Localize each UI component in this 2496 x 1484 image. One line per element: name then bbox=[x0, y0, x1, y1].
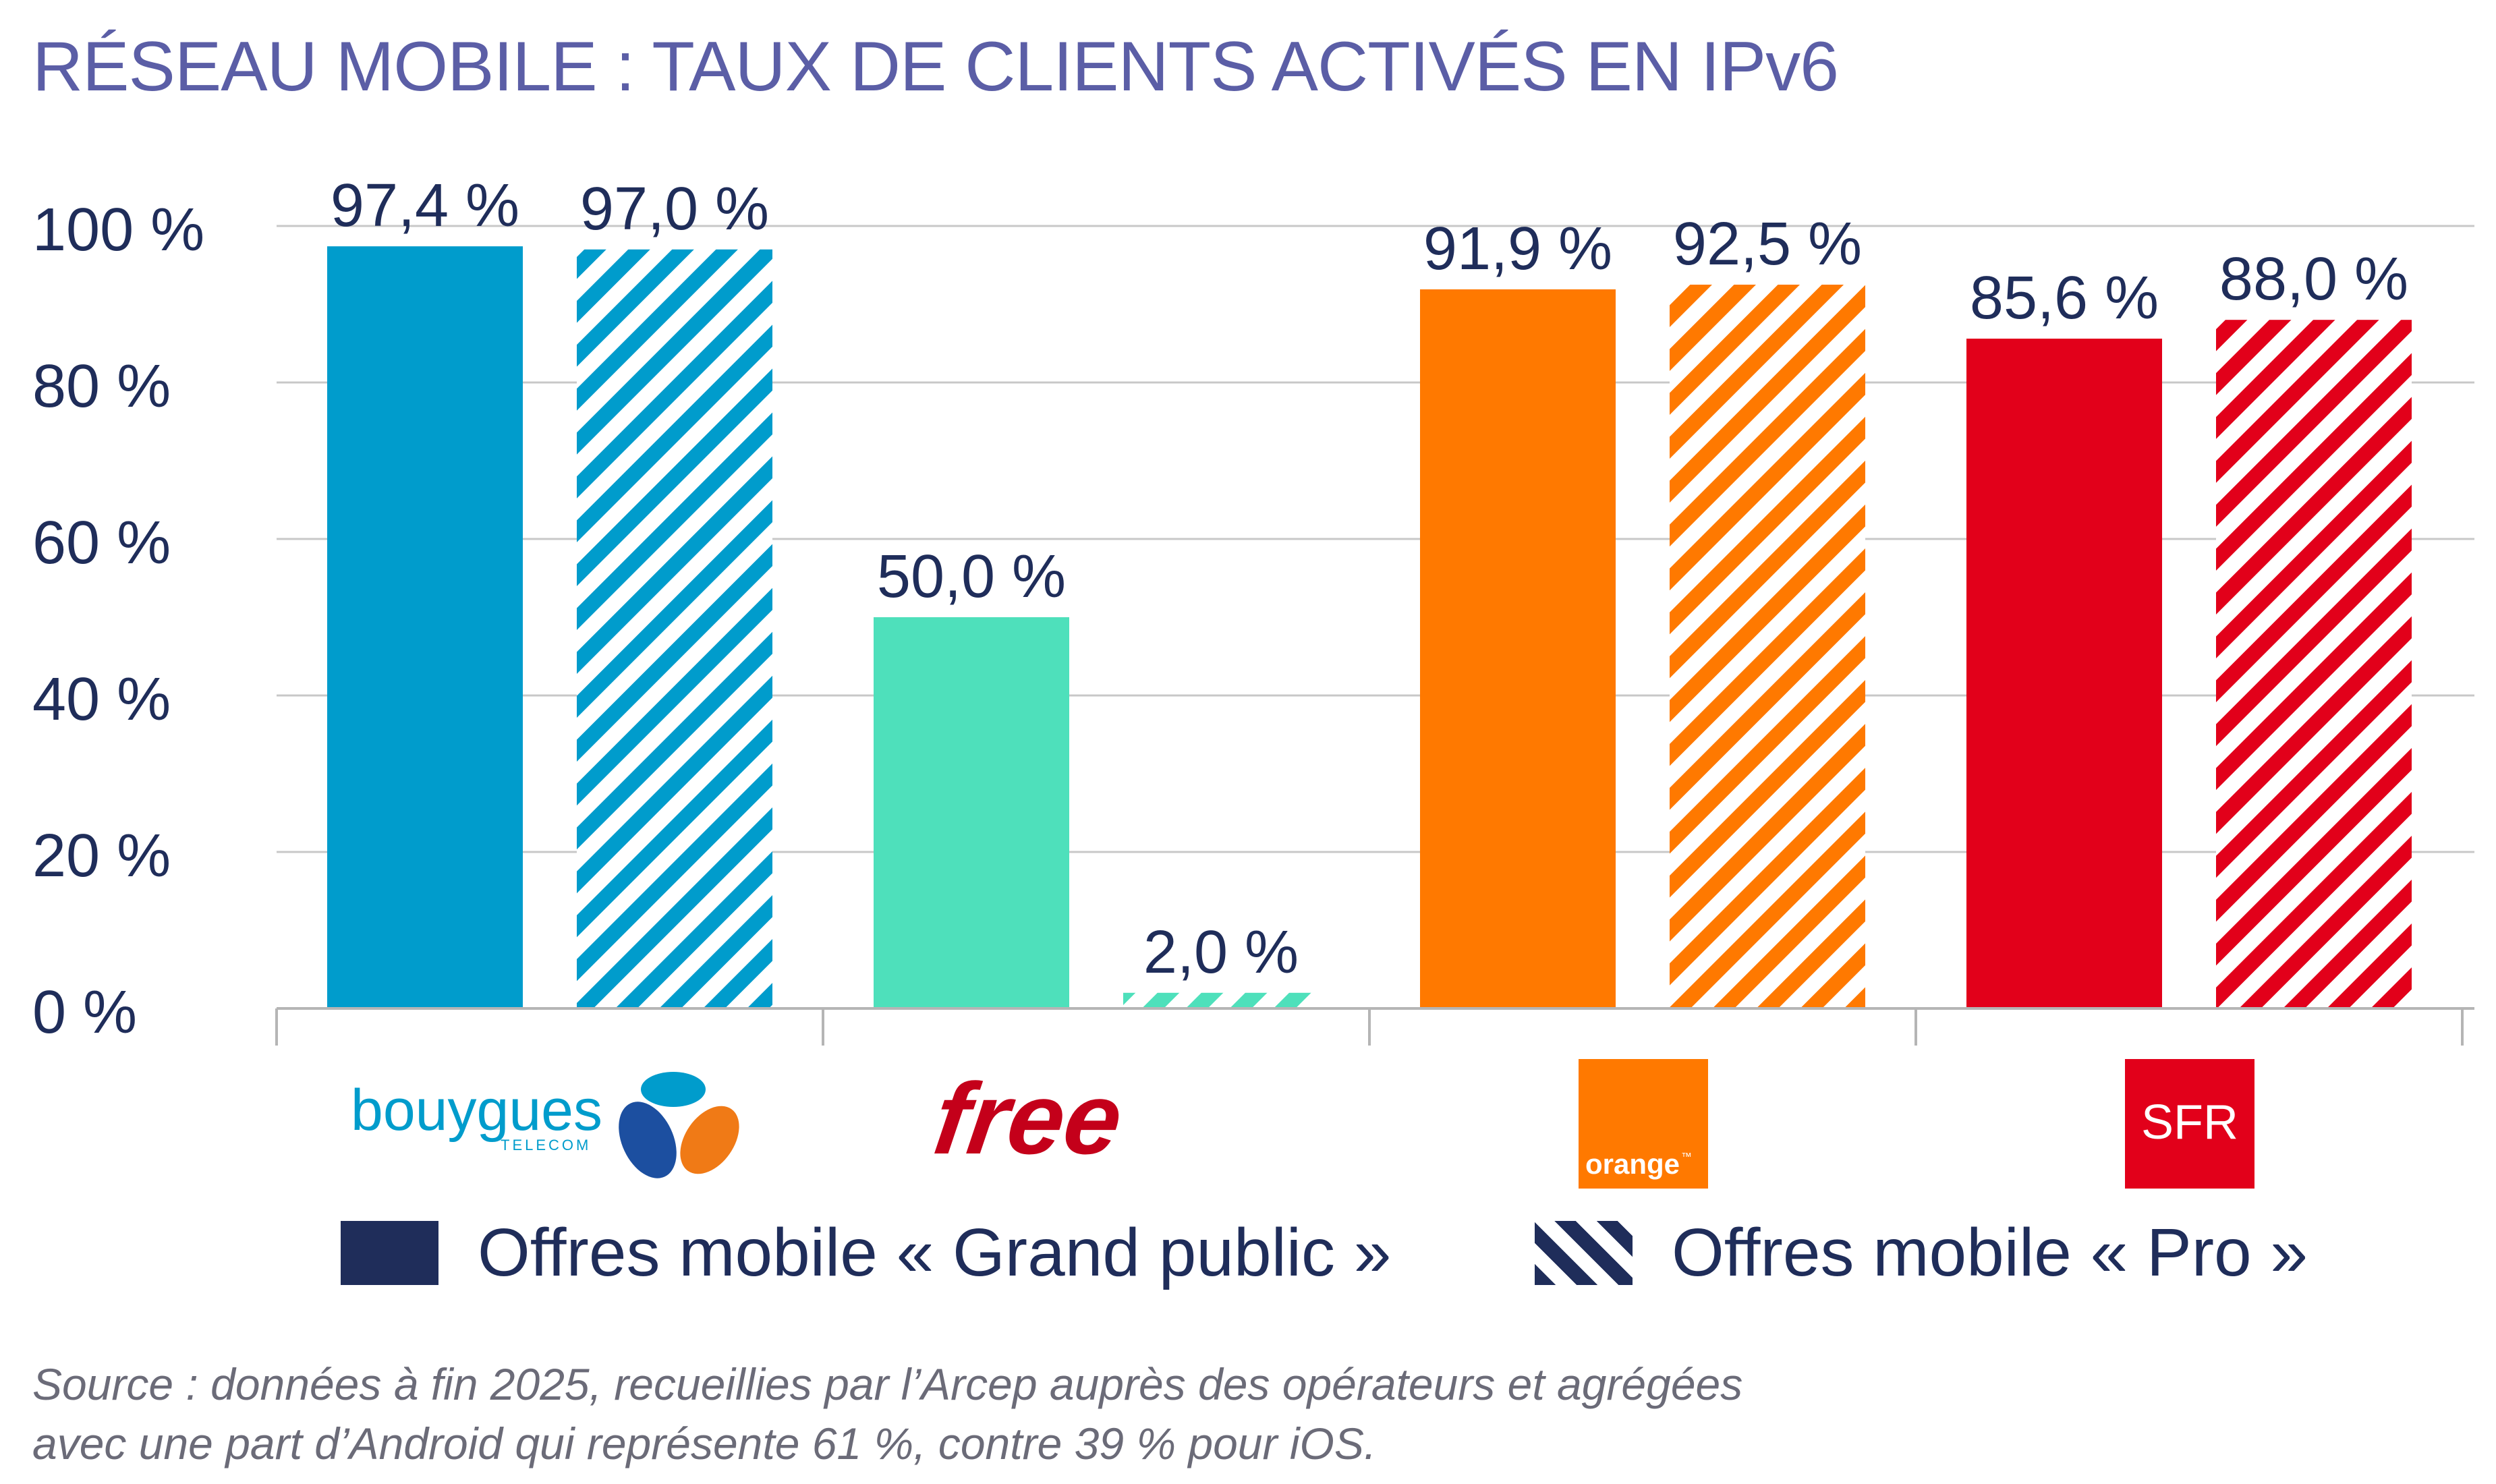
bouygues-logo-text: bouygues bbox=[351, 1078, 602, 1143]
bar-sfr-grand-public bbox=[1966, 339, 2162, 1008]
source-line-2: avec une part d’Android qui représente 6… bbox=[32, 1419, 1377, 1468]
bar-free-pro bbox=[1123, 992, 1319, 1008]
legend-label-grand-public: Offres mobile « Grand public » bbox=[478, 1214, 1392, 1290]
bar-free-grand-public bbox=[874, 617, 1069, 1008]
legend-item-pro: Offres mobile « Pro » bbox=[1535, 1214, 2308, 1290]
chart-title: RÉSEAU MOBILE : TAUX DE CLIENTS ACTIVÉS … bbox=[32, 28, 1839, 106]
sfr-logo: SFR bbox=[2125, 1059, 2254, 1189]
bar-bouygues-pro bbox=[577, 249, 772, 1008]
legend-item-grand-public: Offres mobile « Grand public » bbox=[341, 1214, 1392, 1290]
bar-orange-pro bbox=[1670, 285, 1865, 1008]
legend-swatch-solid bbox=[341, 1220, 438, 1285]
x-axis bbox=[275, 1007, 2474, 1046]
sfr-logo-text: SFR bbox=[2141, 1095, 2238, 1149]
data-label: 91,9 % bbox=[1423, 215, 1612, 283]
bar-bouygues-grand-public bbox=[327, 246, 523, 1008]
data-label: 2,0 % bbox=[1143, 919, 1299, 986]
bars bbox=[327, 246, 2412, 1009]
free-logo: free bbox=[928, 1056, 1241, 1191]
value-labels: 97,4 % 97,0 % 50,0 % 2,0 % 91,9 % 92,5 % 85,6 … bbox=[331, 172, 2408, 986]
legend-swatch-hatched bbox=[1535, 1220, 1633, 1285]
bar-sfr-pro bbox=[2216, 320, 2412, 1008]
source-line-1: Source : données à fin 2025, recueillies… bbox=[32, 1359, 1743, 1409]
y-tick-label: 40 % bbox=[32, 666, 171, 733]
bouygues-logo-subtext: TELECOM bbox=[501, 1137, 591, 1153]
data-label: 92,5 % bbox=[1673, 210, 1862, 278]
data-label: 97,0 % bbox=[580, 175, 769, 243]
y-tick-label: 0 % bbox=[32, 979, 137, 1046]
bar-chart: 0 % 20 % 40 % 60 % 80 % 100 % 97,4 % 97,0 % 50,… bbox=[32, 172, 2474, 1046]
source-note: Source : données à fin 2025, recueillies… bbox=[32, 1354, 1742, 1473]
orange-logo-text: orange bbox=[1585, 1148, 1680, 1180]
bouygues-logo: bouygues TELECOM bbox=[351, 1052, 762, 1187]
orange-logo-tm: ™ bbox=[1681, 1151, 1692, 1163]
data-label: 50,0 % bbox=[877, 543, 1066, 610]
y-tick-label: 60 % bbox=[32, 509, 171, 577]
legend-label-pro: Offres mobile « Pro » bbox=[1672, 1214, 2308, 1290]
orange-logo: orange ™ bbox=[1579, 1059, 1708, 1189]
data-label: 85,6 % bbox=[1970, 264, 2159, 332]
data-label: 97,4 % bbox=[331, 172, 519, 239]
y-axis-ticks: 0 % 20 % 40 % 60 % 80 % 100 % bbox=[32, 196, 204, 1046]
y-tick-label: 20 % bbox=[32, 822, 171, 890]
free-logo-text: free bbox=[931, 1062, 1129, 1175]
y-tick-label: 100 % bbox=[32, 196, 204, 264]
y-tick-label: 80 % bbox=[32, 353, 171, 420]
data-label: 88,0 % bbox=[2219, 246, 2408, 313]
bar-orange-grand-public bbox=[1420, 289, 1616, 1009]
